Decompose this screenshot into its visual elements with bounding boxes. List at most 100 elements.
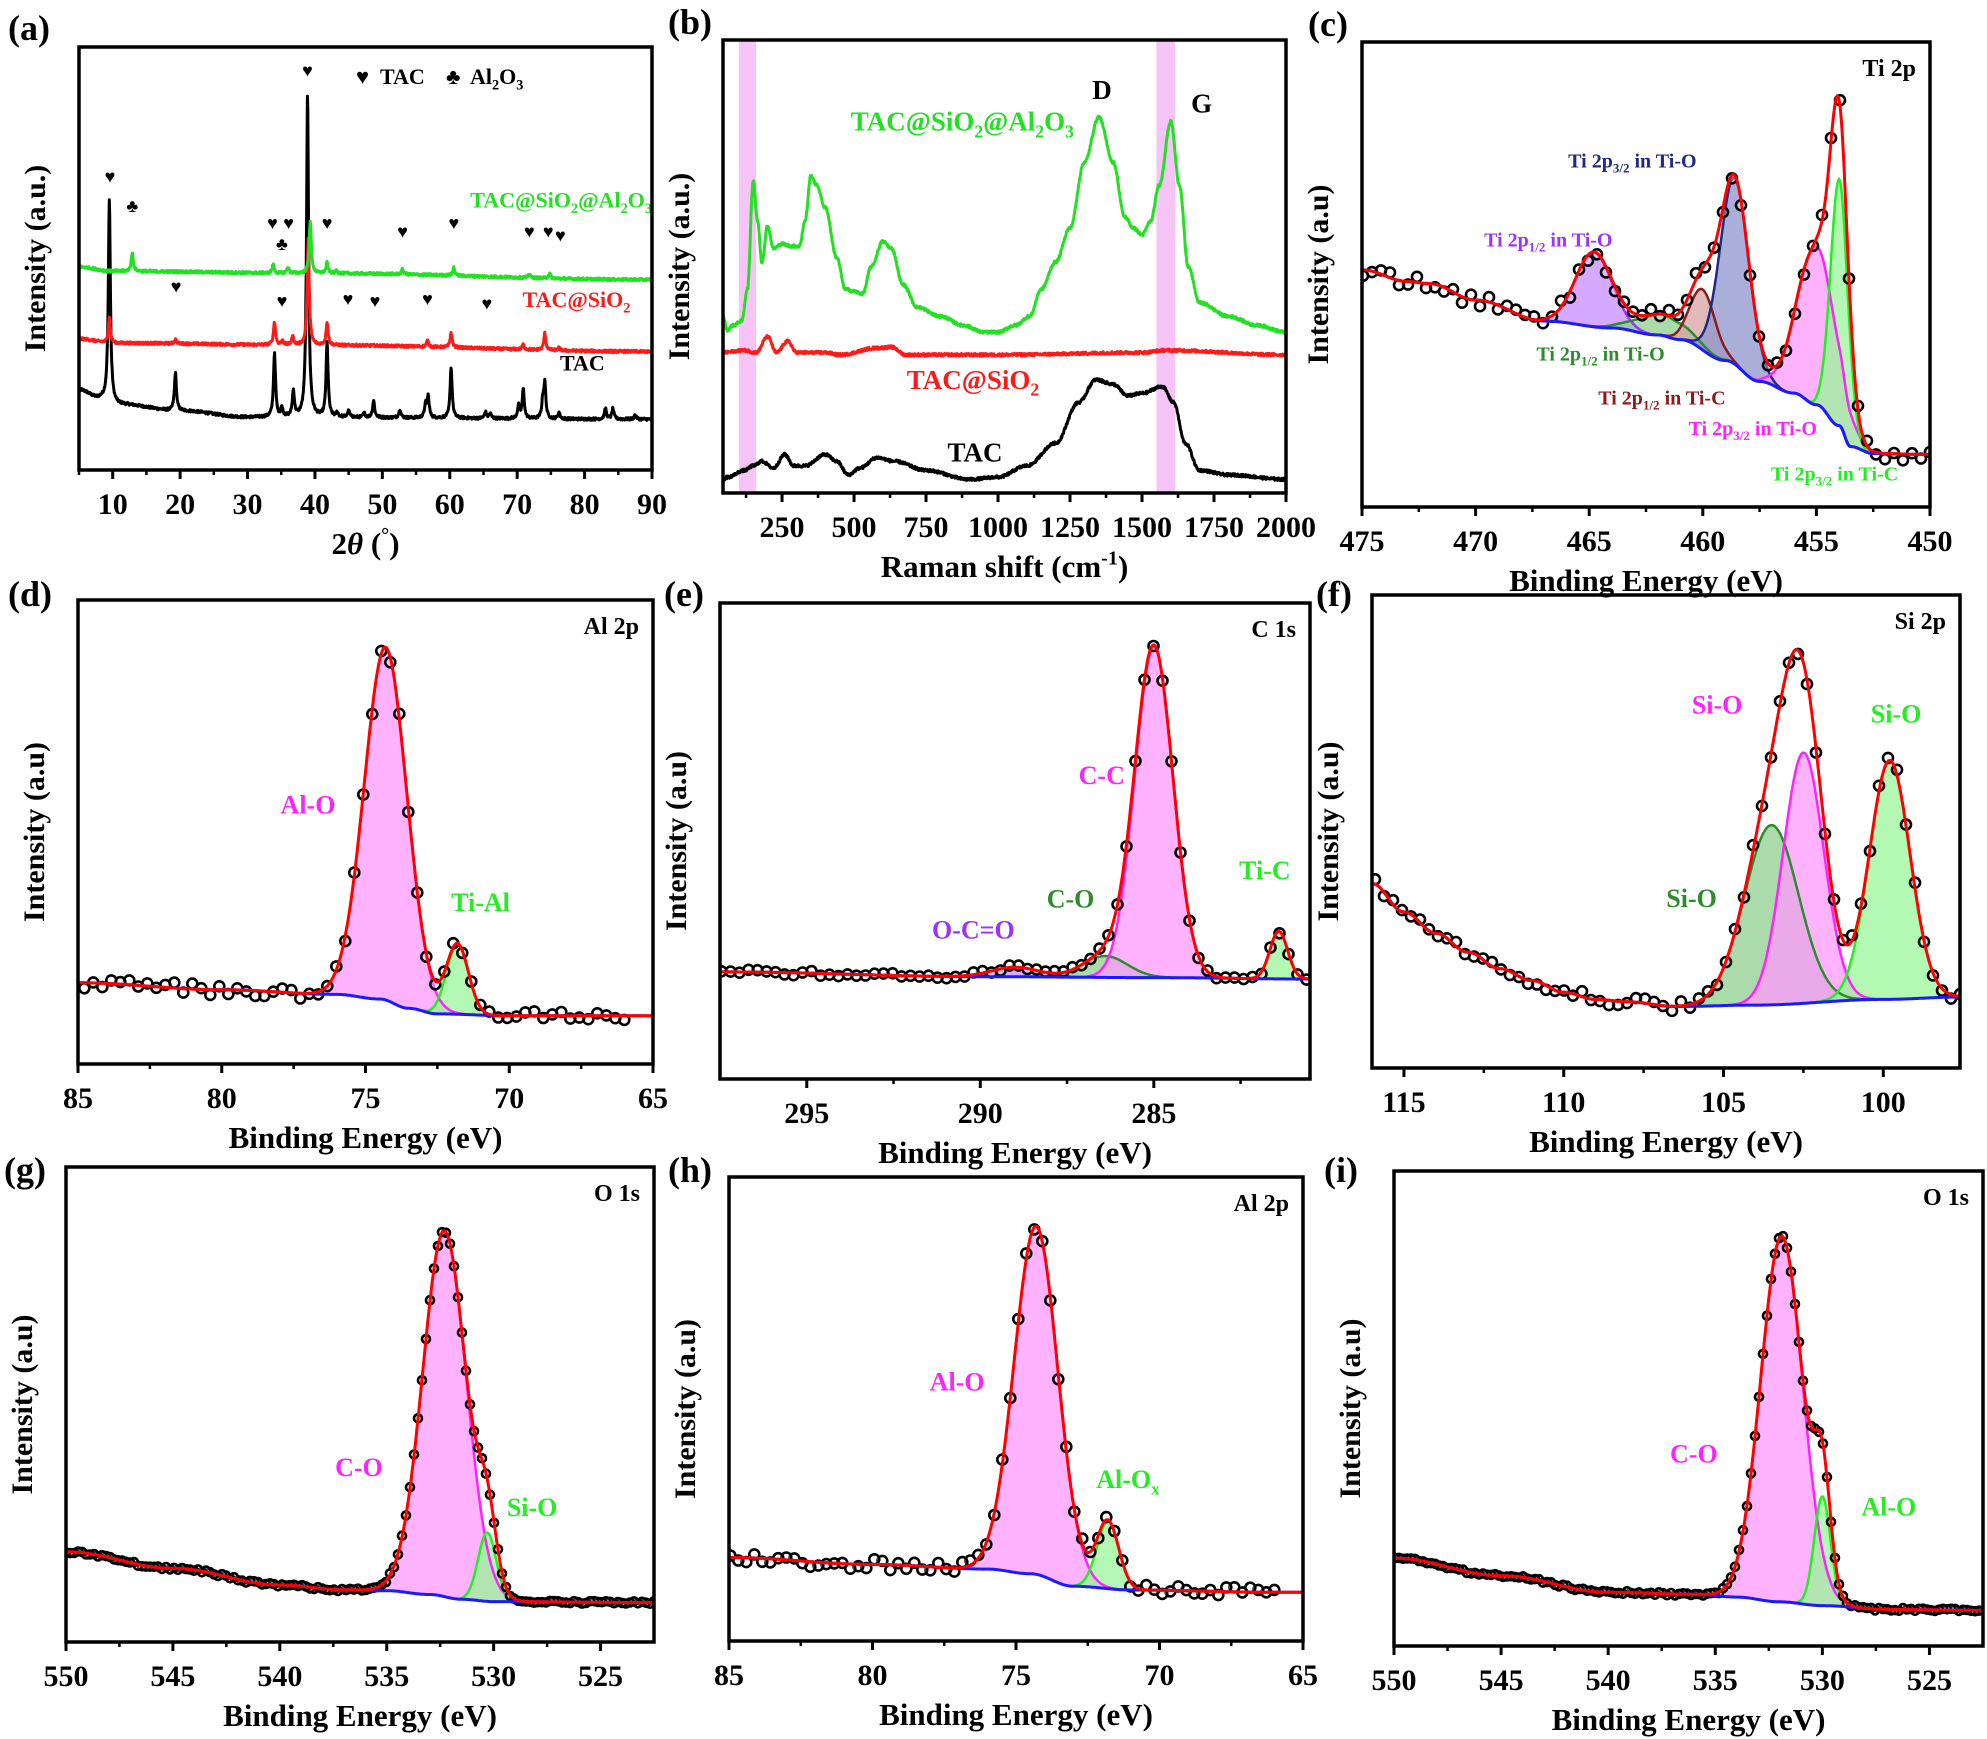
component-fill-1: [411, 944, 504, 1016]
peak-label: TAC: [560, 351, 605, 376]
peak-label-part: O: [1044, 107, 1065, 137]
peak-label-part: Si-O: [507, 1493, 558, 1522]
x-tick-label: 65: [638, 1082, 668, 1115]
component-fill-2: [1804, 760, 1960, 1004]
panel-letter: (c): [1308, 4, 1348, 44]
fit-envelope-line: [1394, 1234, 1983, 1612]
x-tick-label: 80: [570, 488, 600, 521]
axes-frame: [721, 38, 1288, 495]
x-tick-label: 465: [1567, 525, 1612, 558]
y-axis-title: Intensity (a.u): [660, 751, 693, 931]
axes-frame: [64, 1165, 656, 1644]
data-point: [204, 988, 217, 1002]
heart-marker-icon: ♥: [370, 291, 381, 311]
heart-marker-icon: ♥: [524, 221, 535, 241]
peak-label-part: TAC@SiO: [907, 365, 1031, 395]
axes-frame: [1370, 593, 1962, 1070]
peak-label: Ti-C: [1239, 856, 1291, 885]
series-line-2: [723, 377, 1286, 483]
series-line-1: [79, 236, 652, 355]
x-axis-title: Binding Energy (eV): [879, 1697, 1153, 1732]
panel-title: O 1s: [594, 1181, 640, 1207]
component-fill-1: [1717, 752, 1890, 1006]
component-fill-2: [1073, 646, 1235, 979]
data-point: [1896, 453, 1910, 467]
x-tick-label: 290: [958, 1097, 1003, 1130]
y-axis-title-part: Intensity (a.u.): [19, 165, 52, 353]
x-tick-label: 500: [832, 511, 877, 544]
peak-label: Si-O: [507, 1493, 558, 1522]
plot-area: [66, 1226, 654, 1609]
x-tick-label: 1000: [968, 511, 1028, 544]
peak-label: TAC@SiO2: [523, 287, 631, 317]
peak-label-part: Ti 2p: [1568, 151, 1613, 173]
x-tick-label: 30: [233, 488, 263, 521]
x-tick-label: 455: [1794, 525, 1839, 558]
phase-markers: ♥♥♥♥ ♥ ♥ ♥ ♥ ♥ ♥ ♥♥ ♥ ♥ ♥ ♥♣♣: [105, 61, 566, 314]
legend-label-part: 3: [516, 78, 523, 94]
peak-label-part: TAC@SiO: [851, 107, 975, 137]
y-axis-title: Intensity (a.u.): [19, 165, 52, 353]
fit-envelope-line: [729, 1224, 1303, 1594]
plot-area: [729, 1223, 1303, 1602]
x-tick-label: 2000: [1256, 511, 1316, 544]
peak-label-part: O: [628, 188, 645, 213]
peak-label-part: Ti-Al: [451, 888, 510, 917]
peak-label-part: 2: [571, 201, 578, 217]
peak-label-part: 1/2: [1643, 398, 1660, 413]
axes-frame: [1392, 1169, 1985, 1648]
peak-label-part: 3: [645, 201, 652, 217]
peak-label: Si-O: [1666, 884, 1717, 913]
series-line-1: [723, 334, 1286, 358]
peak-label-part: TAC: [560, 351, 605, 376]
x-axis-title-part: Binding Energy (eV): [229, 1120, 503, 1155]
peak-label-part: Ti 2p: [1689, 418, 1734, 440]
peak-label: Ti 2p1/2 in Ti-O: [1536, 344, 1664, 369]
x-tick-label: 50: [367, 488, 397, 521]
peak-label: Ti 2p3/2 in Ti-O: [1568, 151, 1696, 176]
plot-area: [78, 644, 653, 1027]
peak-label: G: [1191, 88, 1212, 118]
heart-icon: ♥: [356, 64, 369, 89]
heart-marker-icon: ♥: [171, 276, 182, 296]
x-axis-title-part: -1: [1101, 548, 1118, 570]
data-points: [1394, 1230, 1983, 1617]
peak-label-part: 2: [621, 201, 628, 217]
y-axis-title: Intensity (a.u): [1302, 184, 1335, 364]
x-tick-label: 1750: [1184, 511, 1244, 544]
heart-marker-icon: ♥: [267, 213, 278, 233]
peak-label-part: x: [1151, 1479, 1160, 1498]
x-axis-title-part: Binding Energy (eV): [1552, 1702, 1826, 1737]
peak-label-part: Ti 2p: [1536, 344, 1581, 366]
x-tick-label: 250: [760, 511, 805, 544]
heart-marker-icon: ♥: [397, 221, 408, 241]
x-tick-label: 40: [300, 488, 330, 521]
x-tick-label: 105: [1701, 1086, 1746, 1119]
peak-label: Ti 2p1/2 in Ti-C: [1598, 388, 1725, 413]
component-fill-0: [1693, 1236, 1871, 1609]
background-line: [1394, 1556, 1983, 1612]
heart-marker-icon: ♥: [448, 213, 459, 233]
x-tick-label: 110: [1542, 1086, 1585, 1119]
peak-label-part: 2: [974, 121, 983, 141]
x-axis-title: Binding Energy (eV): [223, 1698, 497, 1733]
peak-label-part: 3/2: [1733, 428, 1750, 443]
heart-marker-icon: ♥: [343, 289, 354, 309]
panel-e: C 1s C-C Ti-C C-O O-C=O 295 290 285 Binding Ener…: [660, 574, 1312, 1170]
heart-marker-icon: ♥: [105, 166, 116, 186]
panel-letter: (h): [668, 1150, 712, 1190]
y-axis-title: Intensity (a.u): [1334, 1318, 1367, 1498]
data-points: [66, 1226, 654, 1609]
heart-marker-icon: ♥: [277, 291, 288, 311]
data-point: [1473, 299, 1487, 313]
panel-d: Al 2p Al-O Ti-Al 85 80 75 70 65 Binding Energy (…: [8, 574, 668, 1155]
peak-label-part: Si-O: [1871, 700, 1922, 729]
x-axis-title-part: Binding Energy (eV): [1529, 1124, 1803, 1159]
x-tick-label: 530: [471, 1660, 516, 1693]
peak-label-part: Al-O: [1096, 1465, 1151, 1494]
panel-letter: (f): [1316, 574, 1352, 614]
fit-envelope-line: [78, 645, 653, 1018]
y-axis-title-part: Intensity (a.u): [6, 1314, 39, 1494]
